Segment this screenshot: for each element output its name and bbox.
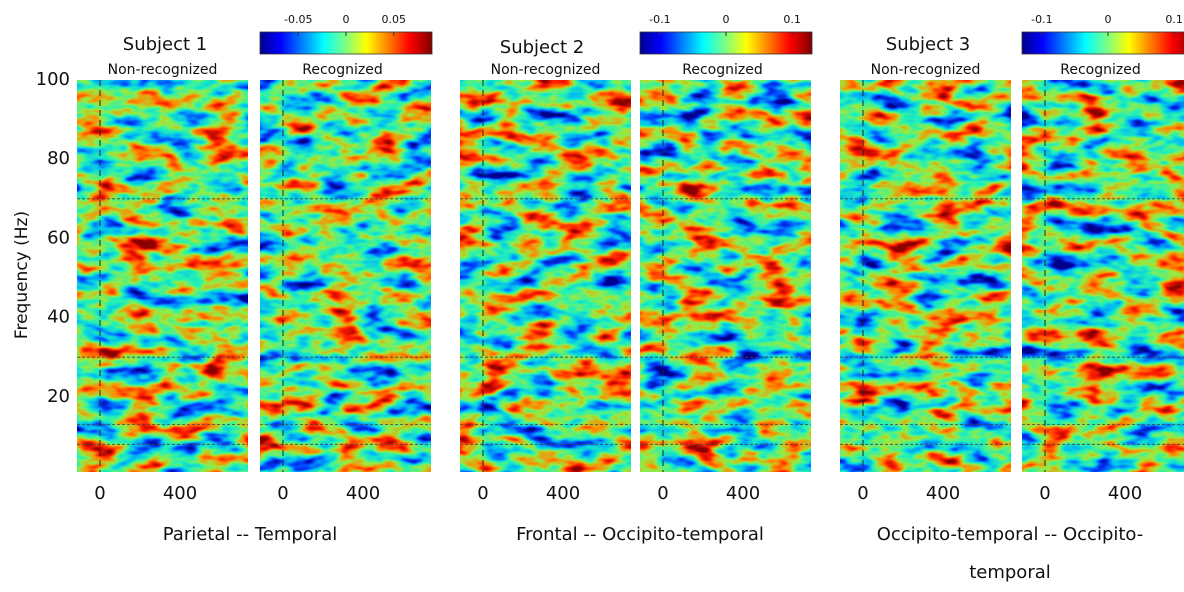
x-tick-label: 400 bbox=[926, 483, 960, 504]
y-tick-label: 40 bbox=[47, 307, 70, 328]
colorbar bbox=[1021, 31, 1184, 55]
x-tick-label: 0 bbox=[277, 483, 288, 504]
colorbar-tick-label: -0.1 bbox=[649, 13, 670, 26]
heatmap bbox=[260, 80, 431, 472]
colorbar-tick-label: -0.1 bbox=[1031, 13, 1052, 26]
x-tick-label: 400 bbox=[163, 483, 197, 504]
y-tick-label: 20 bbox=[47, 386, 70, 407]
x-tick-label: 0 bbox=[657, 483, 668, 504]
colorbar-tick-label: 0 bbox=[343, 13, 350, 26]
x-tick-label: 400 bbox=[726, 483, 760, 504]
colorbar-tick-label: 0 bbox=[723, 13, 730, 26]
x-tick-label: 400 bbox=[546, 483, 580, 504]
colorbar-tick-label: 0.1 bbox=[1165, 13, 1183, 26]
y-tick-label: 80 bbox=[47, 148, 70, 169]
panel-label: Non-recognized bbox=[108, 62, 218, 78]
caption: Occipito-temporal -- Occipito-temporal bbox=[876, 524, 1144, 583]
x-tick-label: 400 bbox=[1108, 483, 1142, 504]
caption: Frontal -- Occipito-temporal bbox=[516, 524, 764, 545]
heatmap bbox=[840, 80, 1011, 472]
colorbar-tick-label: 0 bbox=[1105, 13, 1112, 26]
x-tick-label: 0 bbox=[1039, 483, 1050, 504]
colorbar-tick-label: 0.05 bbox=[382, 13, 407, 26]
figure: Frequency (Hz) 20 40 60 80 100 Non-recognized… bbox=[12, 13, 1184, 504]
panel-label: Non-recognized bbox=[491, 62, 601, 78]
x-tick-label: 0 bbox=[477, 483, 488, 504]
colorbar-tick-label: 0.1 bbox=[783, 13, 801, 26]
subject-title: Subject 1 bbox=[123, 34, 207, 55]
subject-title: Subject 3 bbox=[886, 34, 970, 55]
panel-label: Recognized bbox=[302, 62, 382, 78]
subject-title: Subject 2 bbox=[500, 37, 584, 58]
caption: Parietal -- Temporal bbox=[162, 524, 338, 545]
colorbar-tick-label: -0.05 bbox=[284, 13, 312, 26]
y-tick-label: 60 bbox=[47, 227, 70, 248]
heatmap bbox=[640, 80, 811, 472]
y-axis-label: Frequency (Hz) bbox=[12, 211, 32, 339]
page: {"figure": { "y_axis": {"label": "Freque… bbox=[12, 13, 1184, 583]
x-tick-label: 0 bbox=[857, 483, 868, 504]
panel-label: Recognized bbox=[1060, 62, 1140, 78]
heatmap bbox=[1022, 80, 1184, 472]
x-tick-label: 0 bbox=[94, 483, 105, 504]
x-tick-label: 400 bbox=[346, 483, 380, 504]
panel-label: Recognized bbox=[682, 62, 762, 78]
panel-label: Non-recognized bbox=[871, 62, 981, 78]
y-tick-label: 100 bbox=[36, 69, 70, 90]
heatmap bbox=[77, 80, 248, 472]
heatmap bbox=[460, 80, 631, 472]
